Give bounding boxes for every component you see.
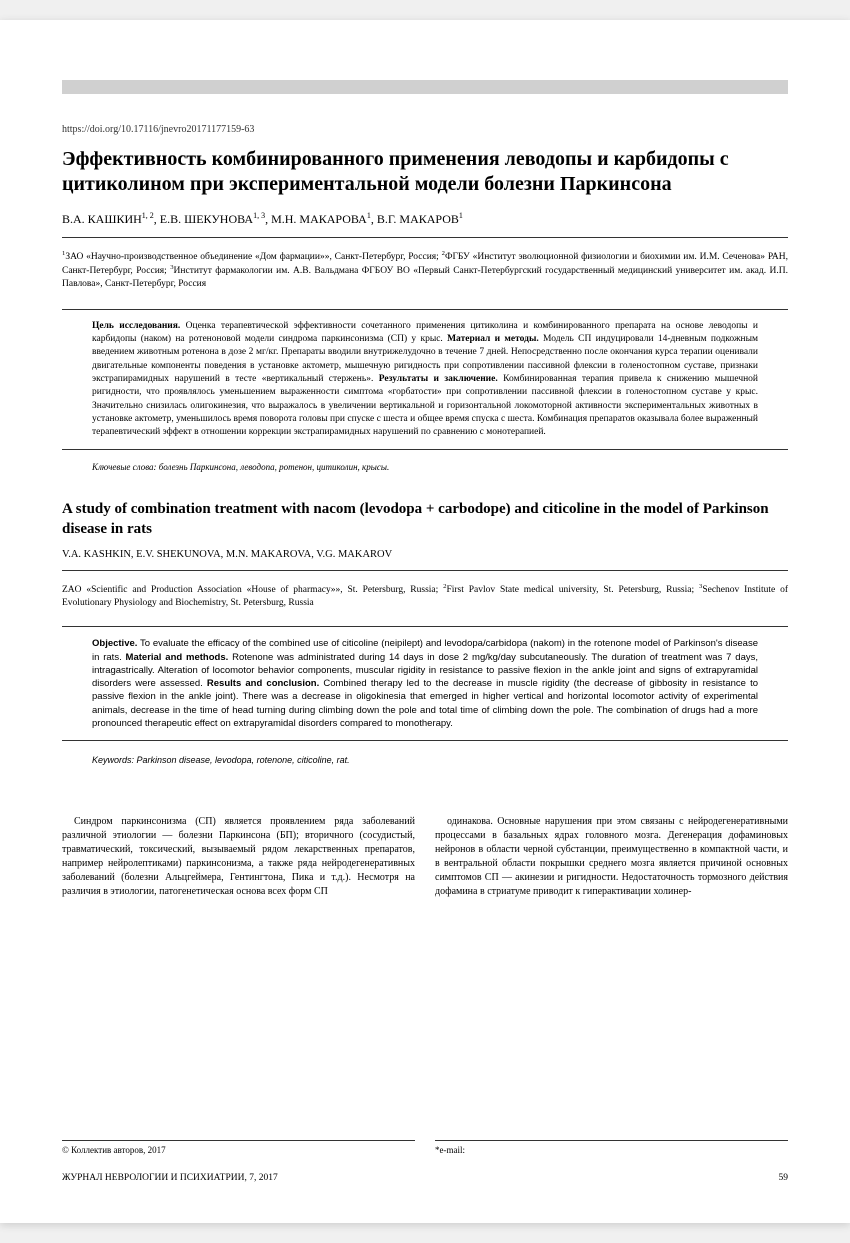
doi-link[interactable]: https://doi.org/10.17116/jnevro201711771… xyxy=(62,124,788,135)
body-paragraph-2: одинакова. Основные нарушения при этом с… xyxy=(435,815,788,899)
journal-page: https://doi.org/10.17116/jnevro201711771… xyxy=(0,20,850,1223)
divider-en xyxy=(62,570,788,571)
affiliations-en: ZAO «Scientific and Production Associati… xyxy=(62,583,788,610)
body-text: Синдром паркинсонизма (СП) является проя… xyxy=(62,815,788,899)
abstract-box-ru: Цель исследования. Оценка терапевтическо… xyxy=(62,309,788,451)
abstract-box-en: Objective. To evaluate the efficacy of t… xyxy=(62,626,788,741)
body-paragraph-1: Синдром паркинсонизма (СП) является проя… xyxy=(62,815,415,899)
page-number: 59 xyxy=(779,1173,789,1183)
abstract-en: Objective. To evaluate the efficacy of t… xyxy=(92,637,758,730)
page-footer: © Коллектив авторов, 2017 *e-mail: ЖУРНА… xyxy=(62,1140,788,1183)
affiliations-ru: 1ЗАО «Научно-производственное объединени… xyxy=(62,250,788,291)
article-title-ru: Эффективность комбинированного применени… xyxy=(62,147,788,197)
abstract-ru: Цель исследования. Оценка терапевтическо… xyxy=(92,320,758,440)
divider xyxy=(62,237,788,238)
authors-en: V.A. KASHKIN, E.V. SHEKUNOVA, M.N. MAKAR… xyxy=(62,549,788,560)
copyright-text: © Коллектив авторов, 2017 xyxy=(62,1140,415,1155)
header-bar xyxy=(62,80,788,94)
journal-name: ЖУРНАЛ НЕВРОЛОГИИ И ПСИХИАТРИИ, 7, 2017 xyxy=(62,1173,278,1183)
keywords-en: Keywords: Parkinson disease, levodopa, r… xyxy=(62,749,788,775)
keywords-ru: Ключевые слова: болезнь Паркинсона, лево… xyxy=(62,458,788,486)
article-title-en: A study of combination treatment with na… xyxy=(62,500,788,539)
email-label: *e-mail: xyxy=(435,1140,788,1155)
authors-ru: В.А. КАШКИН1, 2, Е.В. ШЕКУНОВА1, 3, М.Н.… xyxy=(62,211,788,227)
